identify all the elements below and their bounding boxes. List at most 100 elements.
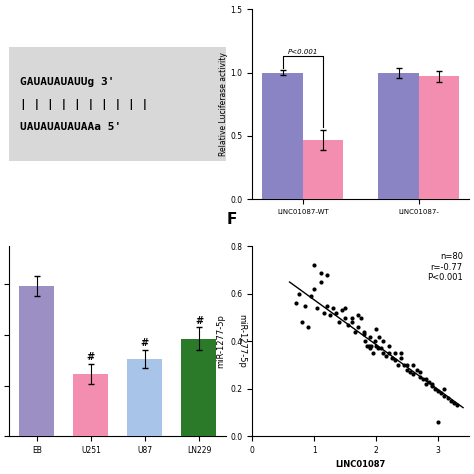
Point — [326, 311, 334, 319]
Point — [348, 314, 356, 321]
Text: #: # — [141, 338, 149, 348]
Bar — [19, 286, 55, 436]
Point — [298, 319, 306, 326]
Point — [379, 337, 386, 345]
Point — [342, 304, 349, 312]
Point — [308, 292, 315, 300]
Text: GAUAUAUAUUg 3': GAUAUAUAUUg 3' — [20, 76, 115, 87]
Text: | | | | | | | | | |: | | | | | | | | | | — [20, 99, 148, 110]
Point — [335, 319, 343, 326]
Point — [394, 361, 402, 369]
Point — [391, 356, 399, 364]
Text: UAUAUAUAUAAa 5': UAUAUAUAUAAa 5' — [20, 122, 121, 132]
Point — [447, 397, 455, 404]
Point — [295, 290, 302, 298]
Point — [385, 349, 392, 357]
Point — [292, 300, 300, 307]
Point — [314, 304, 321, 312]
Point — [435, 418, 442, 426]
Point — [410, 361, 417, 369]
Point — [385, 342, 392, 350]
Point — [371, 337, 379, 345]
Point — [382, 352, 390, 359]
Bar — [378, 73, 419, 199]
Point — [438, 390, 445, 397]
Point — [397, 349, 405, 357]
Point — [329, 304, 337, 312]
Point — [444, 394, 451, 402]
Point — [391, 349, 399, 357]
Point — [323, 302, 330, 310]
Bar — [128, 359, 163, 436]
Point — [416, 373, 423, 381]
Text: #: # — [195, 316, 203, 326]
Point — [441, 385, 448, 392]
Point — [369, 349, 377, 357]
Point — [428, 383, 436, 390]
Point — [332, 309, 340, 317]
Point — [348, 319, 356, 326]
Point — [310, 262, 318, 269]
Bar — [73, 374, 109, 436]
Point — [388, 354, 396, 362]
Point — [435, 387, 442, 395]
Point — [407, 368, 414, 376]
Y-axis label: miR-1277-5p: miR-1277-5p — [237, 314, 246, 368]
Point — [363, 342, 371, 350]
Point — [342, 314, 349, 321]
Bar — [262, 73, 303, 199]
Point — [416, 368, 423, 376]
Point — [425, 378, 433, 385]
Point — [450, 399, 457, 407]
Y-axis label: miR-1277-5p: miR-1277-5p — [216, 314, 225, 368]
Point — [397, 354, 405, 362]
Text: #: # — [87, 352, 95, 362]
Point — [360, 330, 368, 338]
Point — [377, 345, 385, 352]
Bar — [303, 140, 344, 199]
Point — [428, 380, 436, 388]
Bar — [182, 339, 217, 436]
Point — [317, 269, 324, 276]
Y-axis label: Relative Luciferase activity: Relative Luciferase activity — [219, 52, 228, 156]
Point — [374, 345, 382, 352]
Point — [366, 345, 374, 352]
Point — [410, 371, 417, 378]
X-axis label: LINC01087: LINC01087 — [336, 460, 386, 469]
Point — [360, 328, 368, 336]
Bar — [9, 47, 227, 161]
Point — [365, 342, 373, 350]
Point — [367, 342, 375, 350]
Point — [366, 333, 374, 340]
Bar — [419, 76, 459, 199]
Point — [403, 361, 411, 369]
Point — [357, 314, 365, 321]
Point — [323, 271, 330, 279]
Point — [379, 349, 386, 357]
Point — [422, 380, 429, 388]
Point — [403, 366, 411, 374]
Point — [413, 366, 420, 374]
Point — [375, 333, 383, 340]
Point — [301, 302, 309, 310]
Point — [354, 323, 362, 331]
Text: P<0.001: P<0.001 — [288, 49, 318, 55]
Point — [361, 337, 369, 345]
Point — [317, 278, 324, 286]
Point — [373, 342, 380, 350]
Point — [373, 326, 380, 333]
Point — [345, 321, 352, 328]
Point — [310, 285, 318, 293]
Text: F: F — [227, 212, 237, 227]
Point — [354, 311, 362, 319]
Point — [338, 307, 346, 314]
Point — [320, 309, 328, 317]
Point — [304, 323, 312, 331]
Point — [422, 375, 429, 383]
Point — [401, 361, 408, 369]
Point — [351, 328, 358, 336]
Point — [419, 375, 427, 383]
Text: n=80
r=-0.77
P<0.001: n=80 r=-0.77 P<0.001 — [427, 252, 463, 282]
Point — [453, 401, 461, 409]
Point — [431, 385, 439, 392]
